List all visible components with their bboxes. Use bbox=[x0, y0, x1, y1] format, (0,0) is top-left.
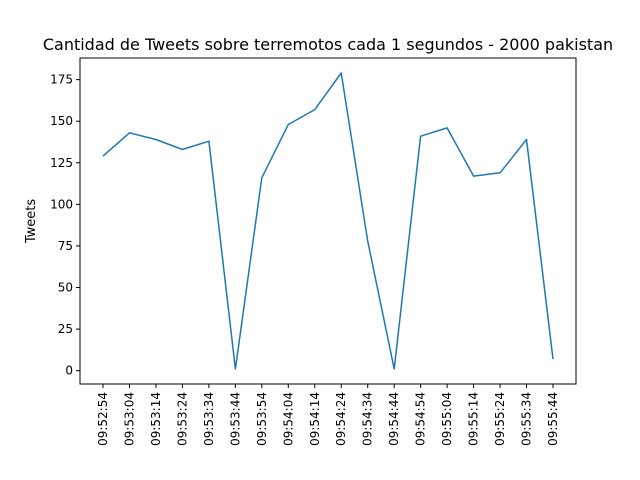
x-tick-label: 09:55:24 bbox=[493, 392, 507, 446]
data-point bbox=[208, 140, 210, 142]
plot-frame bbox=[79, 57, 577, 385]
x-tick-label: 09:54:04 bbox=[281, 392, 295, 446]
data-point bbox=[102, 155, 104, 157]
y-axis: 0 25 50 75 100 125 150 175 bbox=[50, 73, 80, 378]
y-tick-label: 100 bbox=[50, 197, 73, 211]
y-tick-label: 175 bbox=[50, 73, 73, 87]
y-tick-label: 150 bbox=[50, 114, 73, 128]
data-point bbox=[314, 109, 316, 111]
y-tick-label: 25 bbox=[58, 322, 73, 336]
x-tick-label: 09:54:14 bbox=[308, 392, 322, 446]
y-tick-label: 0 bbox=[65, 364, 73, 378]
x-tick-label: 09:55:14 bbox=[467, 392, 481, 446]
x-axis: 09:52:54 09:53:04 09:53:14 09:53:24 09:53:34… bbox=[96, 384, 560, 446]
data-point bbox=[393, 368, 395, 370]
x-tick-label: 09:53:44 bbox=[228, 392, 242, 446]
x-tick-label: 09:54:54 bbox=[414, 392, 428, 446]
x-tick-label: 09:54:24 bbox=[334, 392, 348, 446]
x-tick-label: 09:54:44 bbox=[387, 392, 401, 446]
data-point bbox=[526, 139, 528, 141]
y-tick-label: 75 bbox=[58, 239, 73, 253]
data-point bbox=[473, 175, 475, 177]
y-tick-label: 50 bbox=[58, 281, 73, 295]
x-tick-label: 09:55:34 bbox=[520, 392, 534, 446]
y-tick-label: 125 bbox=[50, 156, 73, 170]
data-point bbox=[499, 172, 501, 174]
y-axis-label: Tweets bbox=[24, 199, 39, 245]
data-point bbox=[234, 368, 236, 370]
series-line bbox=[102, 72, 554, 370]
data-point bbox=[128, 132, 130, 134]
data-point bbox=[155, 139, 157, 141]
data-point bbox=[181, 148, 183, 150]
x-tick-label: 09:53:24 bbox=[175, 392, 189, 446]
data-point bbox=[420, 135, 422, 137]
data-point bbox=[446, 127, 448, 129]
x-tick-label: 09:53:34 bbox=[202, 392, 216, 446]
data-point bbox=[367, 240, 369, 242]
x-tick-label: 09:53:54 bbox=[255, 392, 269, 446]
data-point bbox=[340, 72, 342, 74]
x-tick-label: 09:54:34 bbox=[361, 392, 375, 446]
x-tick-label: 09:52:54 bbox=[96, 392, 110, 446]
x-tick-label: 09:53:04 bbox=[122, 392, 136, 446]
data-point bbox=[552, 358, 554, 360]
x-tick-label: 09:55:04 bbox=[440, 392, 454, 446]
x-tick-label: 09:53:14 bbox=[149, 392, 163, 446]
data-point bbox=[261, 177, 263, 179]
chart-title: Cantidad de Tweets sobre terremotos cada… bbox=[43, 35, 613, 54]
data-point bbox=[287, 124, 289, 126]
x-tick-label: 09:55:44 bbox=[546, 392, 560, 446]
